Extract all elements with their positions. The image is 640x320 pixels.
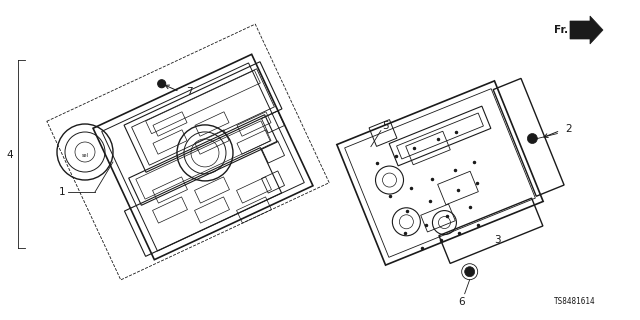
Text: TS8481614: TS8481614: [554, 298, 596, 307]
Text: sel: sel: [81, 153, 88, 157]
Circle shape: [527, 133, 538, 144]
Text: 3: 3: [495, 235, 501, 245]
Circle shape: [157, 80, 166, 88]
Text: 1: 1: [59, 187, 65, 197]
Polygon shape: [570, 16, 603, 44]
Text: 6: 6: [458, 297, 465, 307]
Text: Fr.: Fr.: [554, 25, 568, 35]
Text: 2: 2: [565, 124, 572, 133]
Text: 4: 4: [6, 150, 13, 160]
Circle shape: [465, 267, 475, 277]
Text: 7: 7: [186, 87, 193, 97]
Text: 5: 5: [383, 121, 389, 131]
